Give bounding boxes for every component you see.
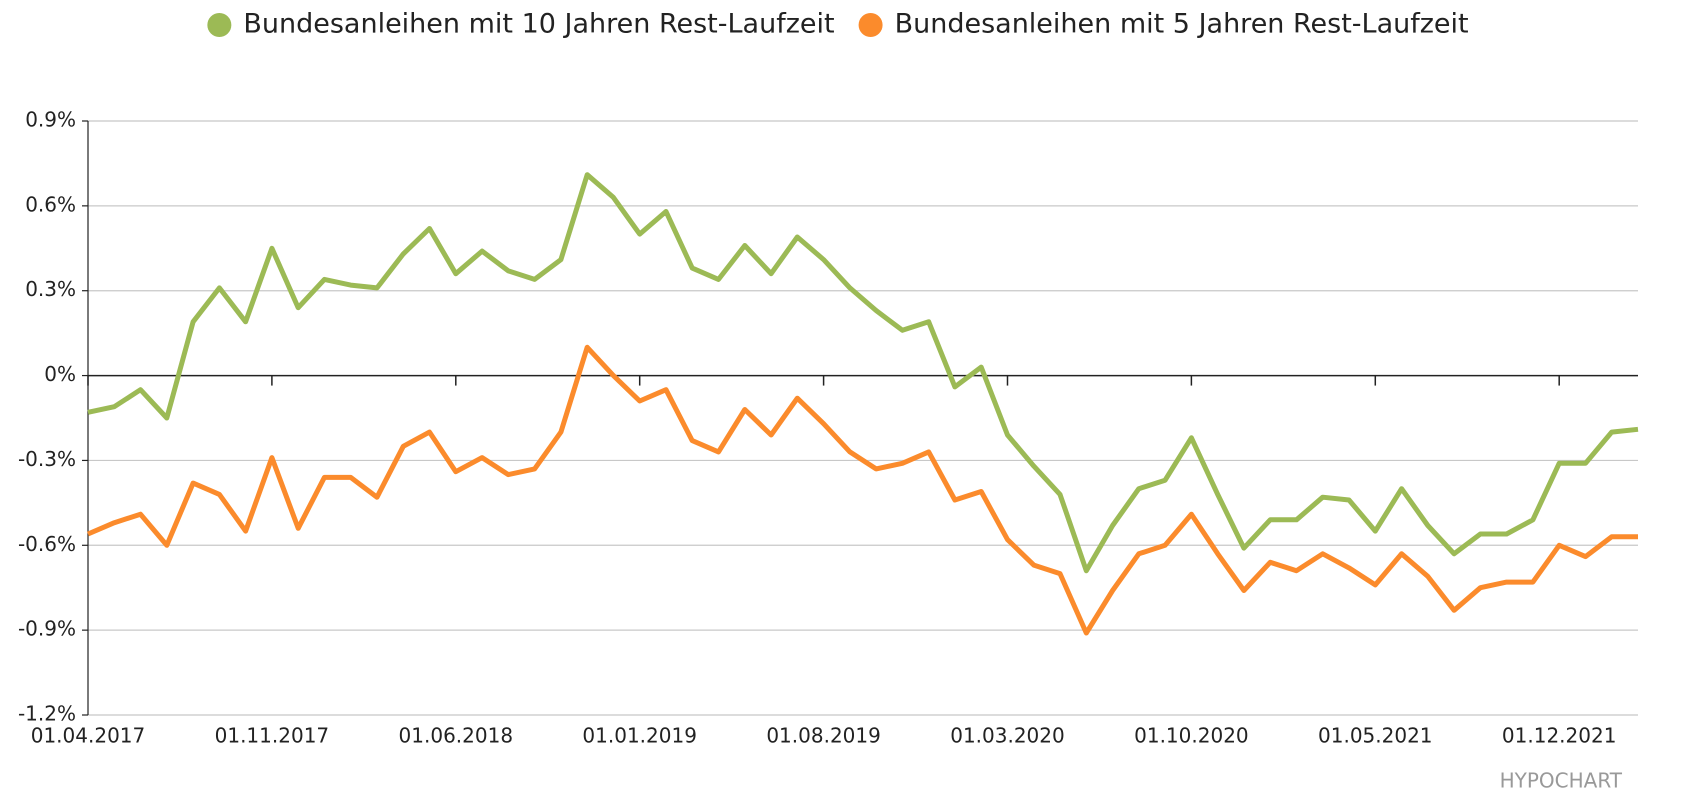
x-tick-label: 01.05.2021	[1318, 724, 1433, 748]
x-tick-label: 01.03.2020	[950, 724, 1065, 748]
watermark: HYPOCHART	[1500, 769, 1623, 793]
legend-marker	[858, 13, 883, 37]
y-tick-label: 0%	[44, 362, 76, 386]
y-tick-label: 0.9%	[25, 108, 76, 132]
x-tick-label: 01.04.2017	[31, 724, 146, 748]
x-tick-label: 01.12.2021	[1502, 724, 1617, 748]
series-line	[87, 344, 1638, 636]
legend-label: Bundesanleihen mit 10 Jahren Rest-Laufze…	[243, 9, 834, 40]
y-tick-label: 0.3%	[25, 277, 76, 301]
x-tick-label: 01.08.2019	[766, 724, 881, 748]
x-tick-label: 01.10.2020	[1134, 724, 1249, 748]
legend-label: Bundesanleihen mit 5 Jahren Rest-Laufzei…	[895, 9, 1469, 40]
x-tick-label: 01.06.2018	[399, 724, 514, 748]
x-tick-label: 01.01.2019	[582, 724, 697, 748]
y-tick-label: -1.2%	[18, 702, 76, 726]
y-tick-label: -0.6%	[18, 532, 76, 556]
y-tick-label: -0.9%	[18, 617, 76, 641]
y-tick-label: 0.6%	[25, 192, 76, 216]
legend-marker	[207, 13, 232, 37]
y-tick-label: -0.3%	[18, 447, 76, 471]
x-tick-label: 01.11.2017	[215, 724, 330, 748]
series-line	[87, 172, 1639, 574]
